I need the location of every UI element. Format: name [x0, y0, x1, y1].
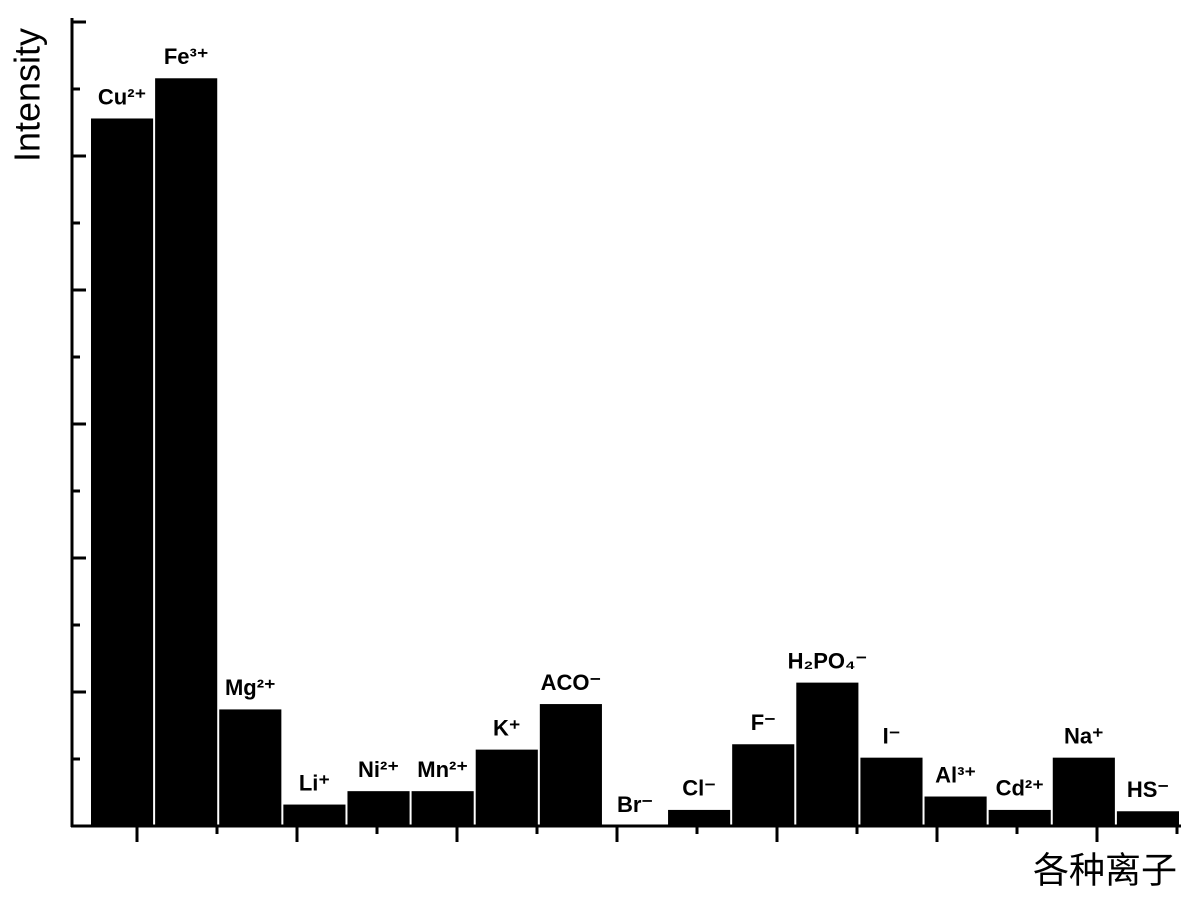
bar: [219, 709, 282, 826]
bar-label: H₂PO₄⁻: [788, 648, 868, 673]
bar-label: Mn²⁺: [417, 757, 468, 782]
bar: [988, 809, 1051, 826]
bar-label: Mg²⁺: [225, 675, 276, 700]
bar: [347, 791, 410, 826]
bar: [91, 118, 154, 827]
bar-label: HS⁻: [1127, 777, 1169, 802]
bar-label: Na⁺: [1064, 723, 1104, 748]
bar: [411, 791, 474, 826]
bar-label: ACO⁻: [541, 670, 602, 695]
bar-label: Ni²⁺: [358, 757, 399, 782]
bar: [732, 744, 795, 826]
bar: [283, 804, 346, 826]
bar-label: Br⁻: [617, 792, 653, 817]
bar-label: F⁻: [751, 710, 776, 735]
bar-label: Li⁺: [299, 770, 330, 795]
bar-label: Cl⁻: [682, 776, 716, 801]
bar: [796, 682, 859, 826]
bar-label: I⁻: [883, 723, 901, 748]
y-axis-label: Intensity: [7, 28, 48, 162]
x-axis-label: 各种离子: [1033, 850, 1177, 891]
bar: [1052, 757, 1115, 826]
bar-label: K⁺: [493, 715, 521, 740]
bar: [155, 78, 218, 826]
bar: [668, 809, 731, 826]
bar: [860, 757, 923, 826]
bar: [1116, 811, 1179, 826]
bar-label: Fe³⁺: [164, 44, 209, 69]
bar: [603, 826, 667, 827]
bar-label: Al³⁺: [935, 762, 976, 787]
bar: [539, 704, 602, 826]
bar: [924, 796, 987, 826]
bar-label: Cu²⁺: [98, 84, 146, 109]
bar: [475, 749, 538, 826]
bar-label: Cd²⁺: [996, 776, 1044, 801]
